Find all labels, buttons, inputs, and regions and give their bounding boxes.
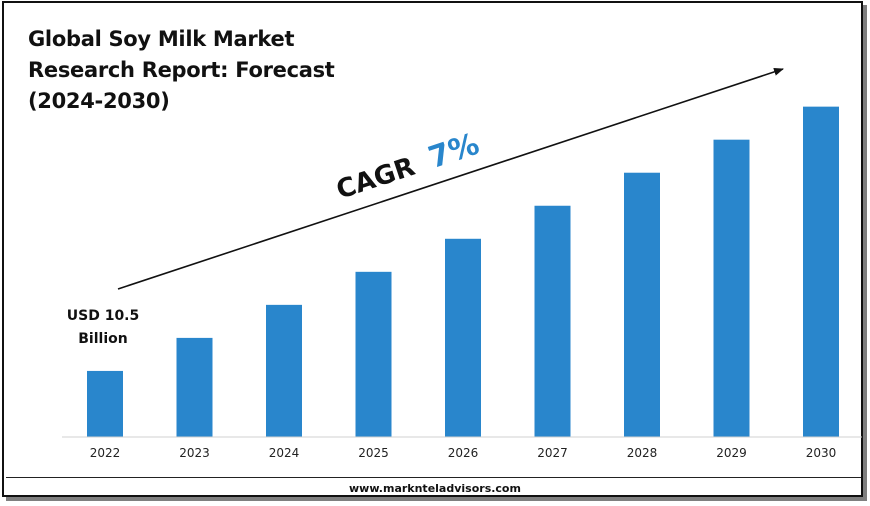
tick-label-2027: 2027 [537,446,568,460]
bar-2023 [176,337,213,437]
bar-2025 [355,271,392,437]
bar-2022 [87,370,123,437]
tick-label-2029: 2029 [716,446,747,460]
bars-group [87,106,839,438]
bar-2026 [445,238,481,437]
cagr-value: 7% [424,127,483,176]
cagr-label: CAGR [333,152,419,206]
bar-2030 [803,106,839,438]
start-value-line-2: Billion [78,331,127,347]
cagr-annotation: CAGR 7% [332,127,484,207]
svg-text:CAGR 7%: CAGR 7% [332,127,484,207]
bar-2024 [266,304,302,437]
bar-2028 [624,172,660,437]
cagr-arrow [117,68,784,290]
title-line-2: Research Report: Forecast [28,58,335,82]
title-line-3: (2024-2030) [28,89,170,113]
tick-label-2022: 2022 [90,446,121,460]
title-line-1: Global Soy Milk Market [28,27,295,51]
tick-label-2025: 2025 [358,446,389,460]
footer-url: www.markntel­advisors.com [349,482,521,495]
x-tick-labels: 2022 2023 2024 2025 2026 2027 2028 2029 2030 [90,446,837,460]
tick-label-2026: 2026 [448,446,479,460]
tick-label-2030: 2030 [806,446,837,460]
tick-label-2028: 2028 [627,446,658,460]
bar-2027 [534,205,571,437]
bar-2029 [713,139,750,437]
footer-divider [6,477,861,478]
chart-title: Global Soy Milk Market Research Report: … [28,24,368,117]
tick-label-2023: 2023 [179,446,210,460]
tick-label-2024: 2024 [269,446,300,460]
start-value-line-1: USD 10.5 [67,308,140,324]
